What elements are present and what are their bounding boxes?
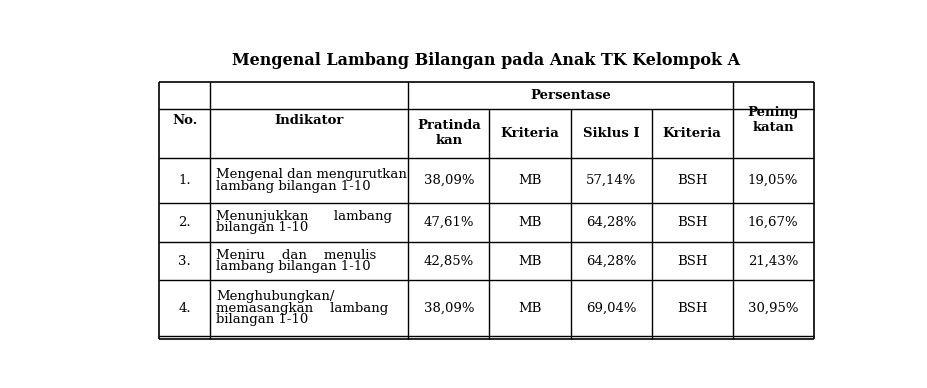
Text: 4.: 4. xyxy=(178,301,191,315)
Text: Indikator: Indikator xyxy=(274,114,344,127)
Text: MB: MB xyxy=(518,174,541,187)
Text: 47,61%: 47,61% xyxy=(424,216,474,229)
Text: 16,67%: 16,67% xyxy=(747,216,797,229)
Text: BSH: BSH xyxy=(676,301,706,315)
Text: 64,28%: 64,28% xyxy=(585,216,636,229)
Text: lambang bilangan 1-10: lambang bilangan 1-10 xyxy=(216,180,370,192)
Text: bilangan 1-10: bilangan 1-10 xyxy=(216,313,308,326)
Text: 30,95%: 30,95% xyxy=(747,301,797,315)
Text: MB: MB xyxy=(518,216,541,229)
Text: memasangkan    lambang: memasangkan lambang xyxy=(216,301,387,315)
Text: Mengenal dan mengurutkan: Mengenal dan mengurutkan xyxy=(216,168,406,181)
Text: 38,09%: 38,09% xyxy=(424,301,474,315)
Text: 42,85%: 42,85% xyxy=(424,255,474,268)
Text: Kriteria: Kriteria xyxy=(500,127,559,140)
Text: Pratinda
kan: Pratinda kan xyxy=(416,120,480,147)
Text: Meniru    dan    menulis: Meniru dan menulis xyxy=(216,249,375,262)
Text: 2.: 2. xyxy=(178,216,191,229)
Text: Menunjukkan      lambang: Menunjukkan lambang xyxy=(216,210,391,223)
Text: Siklus I: Siklus I xyxy=(582,127,639,140)
Text: 38,09%: 38,09% xyxy=(424,174,474,187)
Text: 3.: 3. xyxy=(178,255,191,268)
Text: MB: MB xyxy=(518,255,541,268)
Text: lambang bilangan 1-10: lambang bilangan 1-10 xyxy=(216,260,370,273)
Text: Kriteria: Kriteria xyxy=(662,127,720,140)
Text: 57,14%: 57,14% xyxy=(585,174,636,187)
Text: Pening
katan: Pening katan xyxy=(746,106,798,134)
Text: 19,05%: 19,05% xyxy=(747,174,797,187)
Text: 21,43%: 21,43% xyxy=(747,255,797,268)
Text: Mengenal Lambang Bilangan pada Anak TK Kelompok A: Mengenal Lambang Bilangan pada Anak TK K… xyxy=(232,52,740,69)
Text: BSH: BSH xyxy=(676,216,706,229)
Text: 64,28%: 64,28% xyxy=(585,255,636,268)
Text: Menghubungkan/: Menghubungkan/ xyxy=(216,290,334,303)
Text: BSH: BSH xyxy=(676,174,706,187)
Text: MB: MB xyxy=(518,301,541,315)
Text: No.: No. xyxy=(171,114,197,127)
Text: 69,04%: 69,04% xyxy=(585,301,636,315)
Text: bilangan 1-10: bilangan 1-10 xyxy=(216,222,308,234)
Text: Persentase: Persentase xyxy=(529,89,610,102)
Text: BSH: BSH xyxy=(676,255,706,268)
Text: 1.: 1. xyxy=(178,174,191,187)
